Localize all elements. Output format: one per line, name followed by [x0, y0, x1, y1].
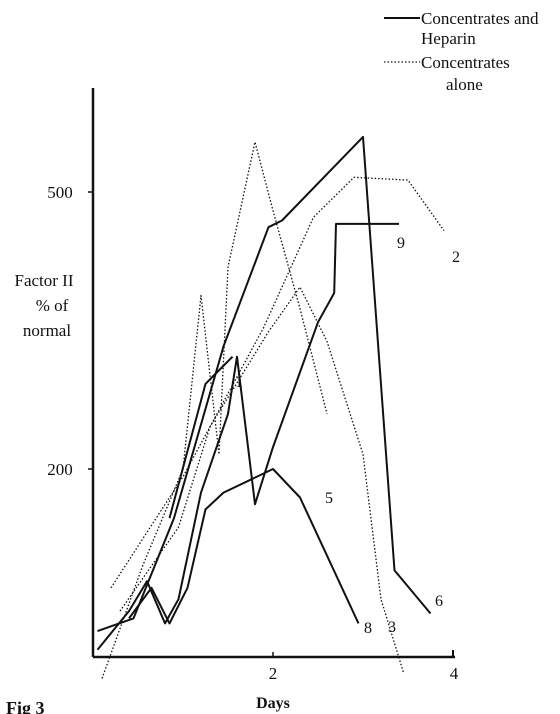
x-tick-label-2: 2 [269, 664, 278, 683]
series-label-2: 2 [452, 249, 460, 266]
series-line-6 [97, 135, 432, 633]
legend-solid-label-line1: Concentrates and [421, 9, 539, 28]
series-layer [96, 135, 445, 679]
series-label-5: 5 [325, 490, 333, 507]
legend-dotted-label-line1: Concentrates [421, 53, 510, 72]
legend-solid-label-line2: Heparin [421, 29, 476, 48]
annotation-layer: 1 2 3 5 6 8 9 [235, 235, 460, 637]
series-label-3: 3 [388, 619, 396, 636]
series-label-9: 9 [397, 235, 405, 252]
series-label-8: 8 [364, 620, 372, 637]
y-tick-label-200: 200 [47, 460, 73, 479]
series-label-1: 1 [235, 374, 243, 391]
legend-dotted-label-line2: alone [446, 75, 483, 94]
series-line-8 [128, 468, 360, 625]
y-axis-label-line1: Factor II [14, 271, 73, 290]
y-axis-label-line3: normal [23, 321, 71, 340]
series-line-2 [110, 176, 445, 589]
x-tick-label-4: 4 [450, 664, 459, 683]
y-tick-label-500: 500 [47, 183, 73, 202]
legend: Concentrates and Heparin Concentrates al… [384, 9, 539, 94]
x-axis-label: Days [256, 695, 290, 712]
series-line-3 [119, 286, 405, 673]
y-axis-label-line2: % of [36, 296, 69, 315]
figure-label: Fig 3 [6, 698, 45, 714]
series-line-9 [96, 222, 399, 651]
series-line-5 [101, 141, 328, 679]
series-label-6: 6 [435, 593, 443, 610]
